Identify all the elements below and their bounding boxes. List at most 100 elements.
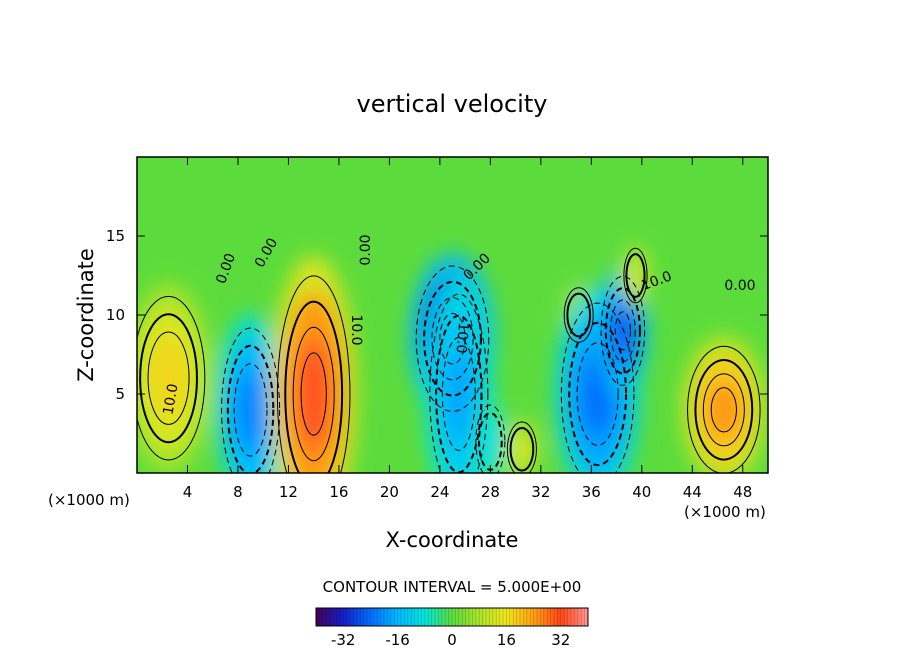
contour-ring (694, 359, 754, 461)
colorbar-swatch (516, 608, 521, 626)
colorbar-swatch (322, 608, 327, 626)
colorbar-swatch (360, 608, 365, 626)
contour-ring (221, 327, 281, 473)
colorbar-swatch (431, 608, 436, 626)
contour-ring (233, 363, 268, 457)
colorbar-swatch (584, 608, 589, 626)
colorbar-swatch (407, 608, 412, 626)
colorbar-swatch (401, 608, 405, 626)
contour-ring (226, 344, 275, 473)
colorbar-swatch (472, 608, 477, 626)
colorbar-swatch (428, 608, 433, 626)
x-unit-right: (×1000 m) (684, 503, 766, 521)
colorbar-swatch (411, 608, 416, 626)
colorbar-swatch (452, 608, 456, 626)
contour-ring (415, 265, 490, 412)
x-tick-label: 24 (430, 483, 449, 501)
colorbar-swatch (370, 608, 375, 626)
colorbar-swatch (492, 608, 497, 626)
contour-ring (509, 426, 535, 472)
contour-label: 10.0 (160, 383, 181, 416)
contour-ring (284, 300, 344, 473)
contour-ring (576, 342, 619, 446)
contour-label: 0.00 (724, 278, 755, 294)
contour-ring (276, 275, 351, 473)
colorbar-swatch (384, 608, 388, 626)
field-core (629, 262, 642, 289)
x-unit-left: (×1000 m) (48, 491, 130, 509)
contour-ring (623, 247, 648, 304)
colorbar-swatch (537, 608, 541, 626)
contour-label: 10.0 (348, 314, 364, 345)
x-tick-label: 8 (233, 483, 243, 501)
colorbar-swatch (353, 608, 358, 626)
colorbar-swatch (390, 608, 395, 626)
colorbar-tick-label: 0 (447, 631, 457, 649)
contour-ring (441, 337, 476, 451)
colorbar-tick-label: 16 (497, 631, 516, 649)
colorbar-tick-label: 32 (551, 631, 570, 649)
colorbar-swatch (571, 608, 575, 626)
colorbar-swatch (533, 608, 538, 626)
colorbar-swatch (530, 608, 535, 626)
colorbar-swatch (435, 608, 439, 626)
colorbar-swatch (319, 608, 324, 626)
x-tick-label: 16 (329, 483, 348, 501)
colorbar-swatch (394, 608, 399, 626)
colorbar-swatch (373, 608, 378, 626)
colorbar-swatch (333, 608, 337, 626)
colorbar-swatch (421, 608, 426, 626)
colorbar-swatch (424, 608, 429, 626)
colorbar-swatch (462, 608, 467, 626)
x-tick-label: 28 (481, 483, 500, 501)
contour-ring (566, 292, 592, 338)
colorbar-swatch (540, 608, 545, 626)
colorbar-swatch (506, 608, 511, 626)
field-core (483, 424, 498, 459)
y-tick-label: 5 (115, 385, 125, 403)
colorbar: -32 -16 0 16 32 (315, 607, 589, 649)
colorbar-swatch (503, 608, 507, 626)
contour-ring (563, 287, 594, 343)
y-tick-label: 15 (106, 227, 125, 245)
contour-ring (475, 404, 506, 473)
colorbar-swatch (567, 608, 572, 626)
colorbar-swatch (336, 608, 341, 626)
colorbar-swatch (557, 608, 562, 626)
field-core (151, 339, 186, 418)
y-axis-label: Z-coordinate (74, 248, 98, 382)
contour-ring (702, 373, 745, 447)
y-tick-label: 10 (106, 306, 125, 324)
contour-ring (137, 295, 206, 461)
x-tick-label: 40 (632, 483, 651, 501)
colorbar-swatch (489, 608, 494, 626)
contour-ring (568, 321, 628, 467)
colorbar-swatch (455, 608, 460, 626)
colorbar-swatch (513, 608, 518, 626)
colorbar-frame (315, 607, 589, 627)
contour-ring (625, 253, 646, 298)
colorbar-swatch (329, 608, 334, 626)
colorbar-swatch (438, 608, 443, 626)
colorbar-swatch (346, 608, 351, 626)
field-core (236, 370, 265, 449)
x-axis-label: X-coordinate (386, 528, 519, 552)
contour-label: 0.00 (358, 234, 374, 265)
colorbar-swatch (414, 608, 419, 626)
x-tick-label: 48 (733, 483, 752, 501)
colorbar-tick-label: -32 (331, 631, 356, 649)
colorbar-swatch (316, 608, 320, 626)
contour-ring (300, 352, 327, 436)
colorbar-swatch (465, 608, 470, 626)
contour-ring (604, 287, 641, 375)
colorbar-swatch (339, 608, 344, 626)
colorbar-swatch (486, 608, 490, 626)
x-tick-label: 20 (380, 483, 399, 501)
colorbar-swatch (380, 608, 385, 626)
contour-ring (600, 275, 646, 386)
colorbar-swatch (581, 608, 586, 626)
colorbar-swatch (458, 608, 463, 626)
colorbar-swatch (499, 608, 504, 626)
contour-ring (710, 387, 737, 433)
